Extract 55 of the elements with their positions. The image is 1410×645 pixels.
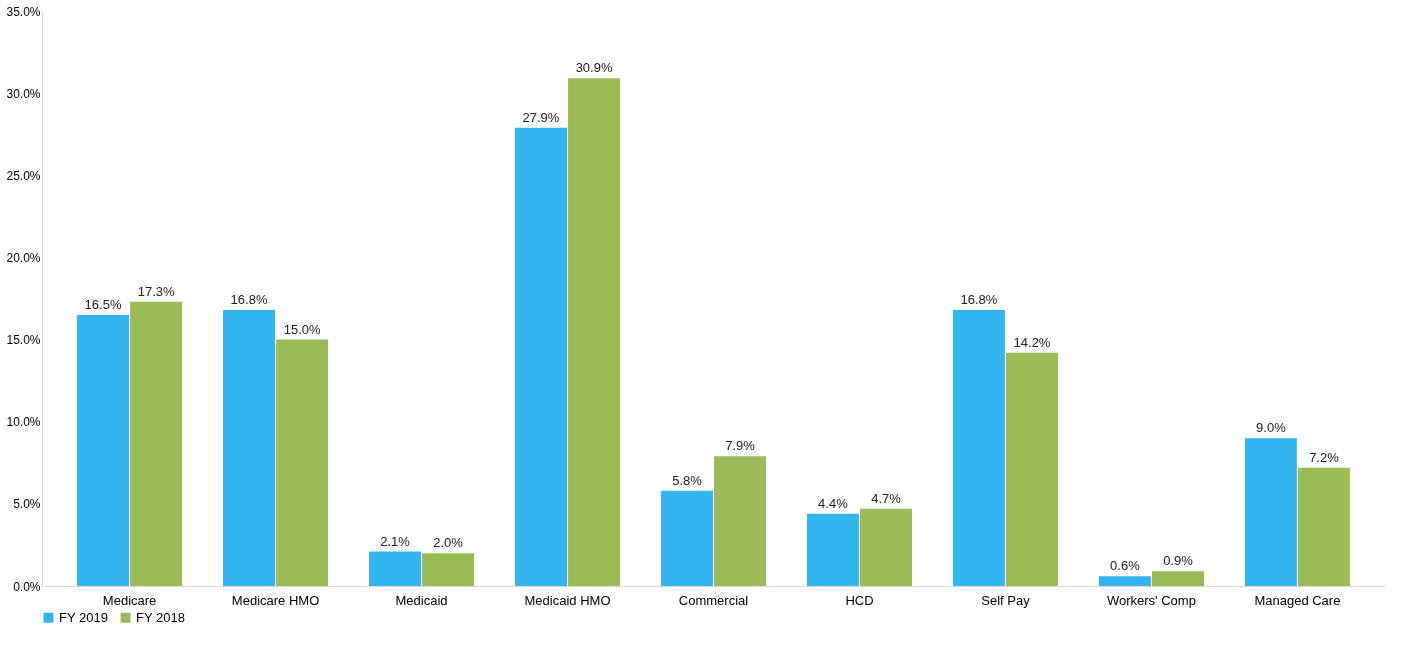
x-tick-label: Medicaid [395, 592, 448, 608]
bar [1244, 438, 1297, 586]
data-label: 15.0% [283, 321, 321, 337]
data-label: 17.3% [137, 283, 175, 299]
data-label: 0.9% [1163, 553, 1194, 569]
x-tick-label: Medicare [102, 592, 157, 608]
data-label: 16.8% [960, 292, 998, 307]
bar [860, 508, 913, 586]
bar [77, 314, 130, 586]
y-tick-label: 5.0% [13, 497, 41, 512]
data-label: 5.8% [672, 472, 703, 488]
x-tick-label: Workers' Comp [1106, 592, 1196, 608]
y-tick-label: 25.0% [6, 168, 41, 183]
y-tick-label: 20.0% [6, 250, 41, 265]
legend-label: FY 2018 [136, 609, 185, 625]
data-label: 14.2% [1013, 334, 1051, 350]
x-tick-label: Medicaid HMO [524, 592, 611, 608]
y-tick-label: 35.0% [6, 4, 41, 19]
bar [1297, 467, 1350, 586]
bar [369, 551, 421, 586]
bar [1151, 571, 1204, 586]
bar [130, 301, 183, 586]
legend-label: FY 2019 [59, 609, 108, 625]
y-tick-label: 30.0% [6, 86, 41, 101]
data-label: 2.1% [380, 533, 411, 549]
data-label: 16.5% [84, 296, 122, 312]
bar [568, 78, 621, 586]
data-label: 9.0% [1256, 420, 1287, 436]
y-tick-label: 15.0% [6, 333, 41, 348]
bar [514, 127, 567, 586]
bar [806, 513, 859, 586]
x-tick-label: Medicare HMO [231, 592, 320, 608]
x-tick-label: Self Pay [981, 592, 1031, 608]
bar [1098, 576, 1151, 586]
data-label: 16.8% [230, 292, 268, 307]
data-label: 2.0% [433, 535, 464, 551]
bar [952, 310, 1005, 586]
bar [1006, 352, 1058, 586]
data-label: 27.9% [522, 109, 560, 125]
x-tick-label: Managed Care [1254, 592, 1341, 608]
data-label: 30.9% [575, 60, 613, 76]
x-tick-label: Commercial [678, 592, 749, 608]
y-tick-label: 10.0% [6, 415, 41, 430]
data-label: 4.4% [818, 495, 849, 511]
data-label: 7.2% [1309, 449, 1340, 465]
bar [660, 490, 713, 586]
bar [276, 339, 329, 586]
x-tick-label: HCD [845, 592, 874, 608]
data-label: 7.9% [725, 438, 756, 454]
data-label: 4.7% [871, 490, 902, 506]
bar [223, 310, 276, 586]
data-label: 0.6% [1110, 558, 1141, 574]
bar [714, 456, 767, 586]
bar [422, 553, 475, 586]
y-tick-label: 0.0% [13, 579, 41, 594]
